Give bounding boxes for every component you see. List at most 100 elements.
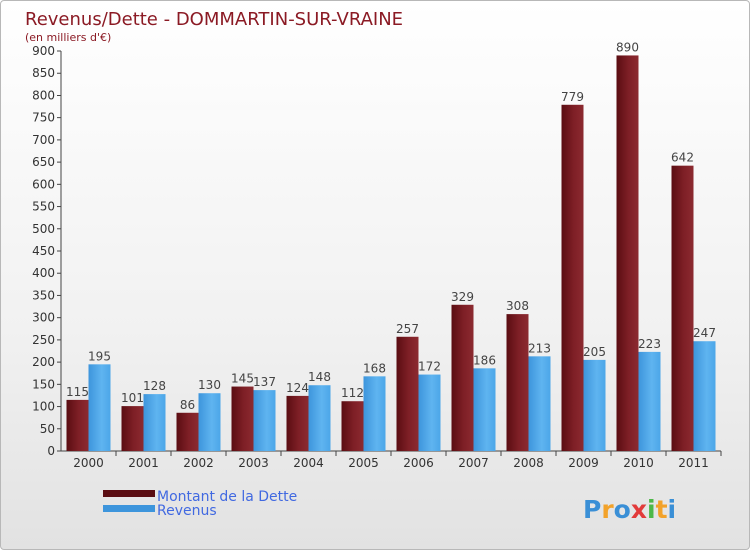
data-label-dette: 112 <box>341 386 364 400</box>
y-tick-label: 400 <box>32 266 55 280</box>
logo-letter: t <box>656 495 668 524</box>
bar-dette <box>176 412 199 451</box>
data-label-revenus: 213 <box>528 341 551 355</box>
x-tick-label: 2009 <box>568 456 599 470</box>
bar-dette <box>341 401 364 451</box>
bar-revenus <box>473 368 496 451</box>
bar-dette <box>286 395 309 451</box>
y-tick-label: 650 <box>32 155 55 169</box>
data-label-dette: 779 <box>561 90 584 104</box>
bar-revenus <box>308 385 331 451</box>
bar-revenus <box>638 351 661 451</box>
chart-subtitle: (en milliers d'€) <box>25 31 111 44</box>
data-label-dette: 145 <box>231 372 254 386</box>
x-tick-label: 2010 <box>623 456 654 470</box>
y-tick-label: 500 <box>32 222 55 236</box>
data-label-revenus: 168 <box>363 361 386 375</box>
data-label-revenus: 247 <box>693 326 716 340</box>
y-tick-label: 200 <box>32 355 55 369</box>
x-tick-label: 2008 <box>513 456 544 470</box>
data-label-revenus: 186 <box>473 353 496 367</box>
y-tick-label: 100 <box>32 400 55 414</box>
data-label-revenus: 137 <box>253 375 276 389</box>
bar-revenus <box>253 390 276 451</box>
data-label-dette: 642 <box>671 151 694 165</box>
data-label-dette: 890 <box>616 40 639 54</box>
bar-dette <box>561 104 584 452</box>
x-tick-label: 2006 <box>403 456 434 470</box>
y-tick-label: 600 <box>32 177 55 191</box>
data-label-revenus: 130 <box>198 378 221 392</box>
x-tick-label: 2002 <box>183 456 214 470</box>
bar-revenus <box>583 359 606 451</box>
bar-revenus <box>418 374 441 451</box>
legend-label-revenus: Revenus <box>157 503 217 519</box>
bar-dette <box>506 314 529 451</box>
logo-letter: x <box>631 495 647 524</box>
logo-letter: P <box>583 495 601 524</box>
logo-letter: i <box>647 495 656 524</box>
bar-revenus <box>198 393 221 451</box>
data-label-revenus: 195 <box>88 349 111 363</box>
y-tick-label: 150 <box>32 377 55 391</box>
y-tick-label: 250 <box>32 333 55 347</box>
y-tick-label: 0 <box>47 444 55 458</box>
data-label-dette: 124 <box>286 381 309 395</box>
data-label-dette: 329 <box>451 290 474 304</box>
bar-revenus <box>693 341 716 451</box>
chart-title: Revenus/Dette - DOMMARTIN-SUR-VRAINE <box>25 9 403 30</box>
legend-label-dette: Montant de la Dette <box>157 489 297 505</box>
bar-revenus <box>528 356 551 451</box>
y-tick-label: 750 <box>32 111 55 125</box>
bar-dette <box>66 399 89 451</box>
x-tick-label: 2005 <box>348 456 379 470</box>
logo-letter: r <box>601 495 614 524</box>
y-axis: 0 50 100 150 200 250 300 350 400 450 500 550 600 650 7… <box>32 44 62 458</box>
bar-revenus <box>88 364 111 451</box>
y-tick-label: 550 <box>32 200 55 214</box>
x-axis: 2000 2001 2002 2003 2004 2005 2006 2007 2008 2009… <box>61 450 722 470</box>
x-tick-label: 2003 <box>238 456 269 470</box>
data-label-dette: 101 <box>121 391 144 405</box>
legend: Montant de la Dette Revenus <box>103 489 297 519</box>
x-tick-label: 2007 <box>458 456 489 470</box>
bar-revenus <box>143 394 166 451</box>
data-label-dette: 86 <box>180 398 195 412</box>
data-label-revenus: 148 <box>308 370 331 384</box>
y-tick-label: 800 <box>32 88 55 102</box>
x-tick-label: 2011 <box>678 456 709 470</box>
bar-dette <box>671 165 694 451</box>
proxiti-logo: Proxiti <box>583 495 676 524</box>
data-label-revenus: 128 <box>143 379 166 393</box>
data-label-dette: 115 <box>66 385 89 399</box>
x-tick-label: 2004 <box>293 456 324 470</box>
bar-dette <box>121 406 144 451</box>
data-label-revenus: 223 <box>638 337 661 351</box>
data-label-dette: 257 <box>396 322 419 336</box>
legend-swatch-revenus <box>103 505 155 512</box>
bar-dette <box>231 386 254 451</box>
bar-dette <box>616 55 639 451</box>
bar-revenus <box>363 376 386 451</box>
y-tick-label: 350 <box>32 288 55 302</box>
bars-group <box>66 55 716 452</box>
x-tick-label: 2000 <box>73 456 104 470</box>
x-tick-label: 2001 <box>128 456 159 470</box>
logo-letter: o <box>614 495 631 524</box>
y-tick-label: 450 <box>32 244 55 258</box>
legend-swatch-dette <box>103 490 155 497</box>
y-tick-label: 900 <box>32 44 55 58</box>
y-tick-label: 700 <box>32 133 55 147</box>
data-label-revenus: 205 <box>583 345 606 359</box>
y-tick-label: 850 <box>32 66 55 80</box>
data-label-dette: 308 <box>506 299 529 313</box>
bar-dette <box>396 336 419 451</box>
y-tick-label: 300 <box>32 311 55 325</box>
y-tick-label: 50 <box>40 422 55 436</box>
data-label-revenus: 172 <box>418 360 441 374</box>
logo-letter: i <box>668 495 677 524</box>
bar-dette <box>451 304 474 451</box>
